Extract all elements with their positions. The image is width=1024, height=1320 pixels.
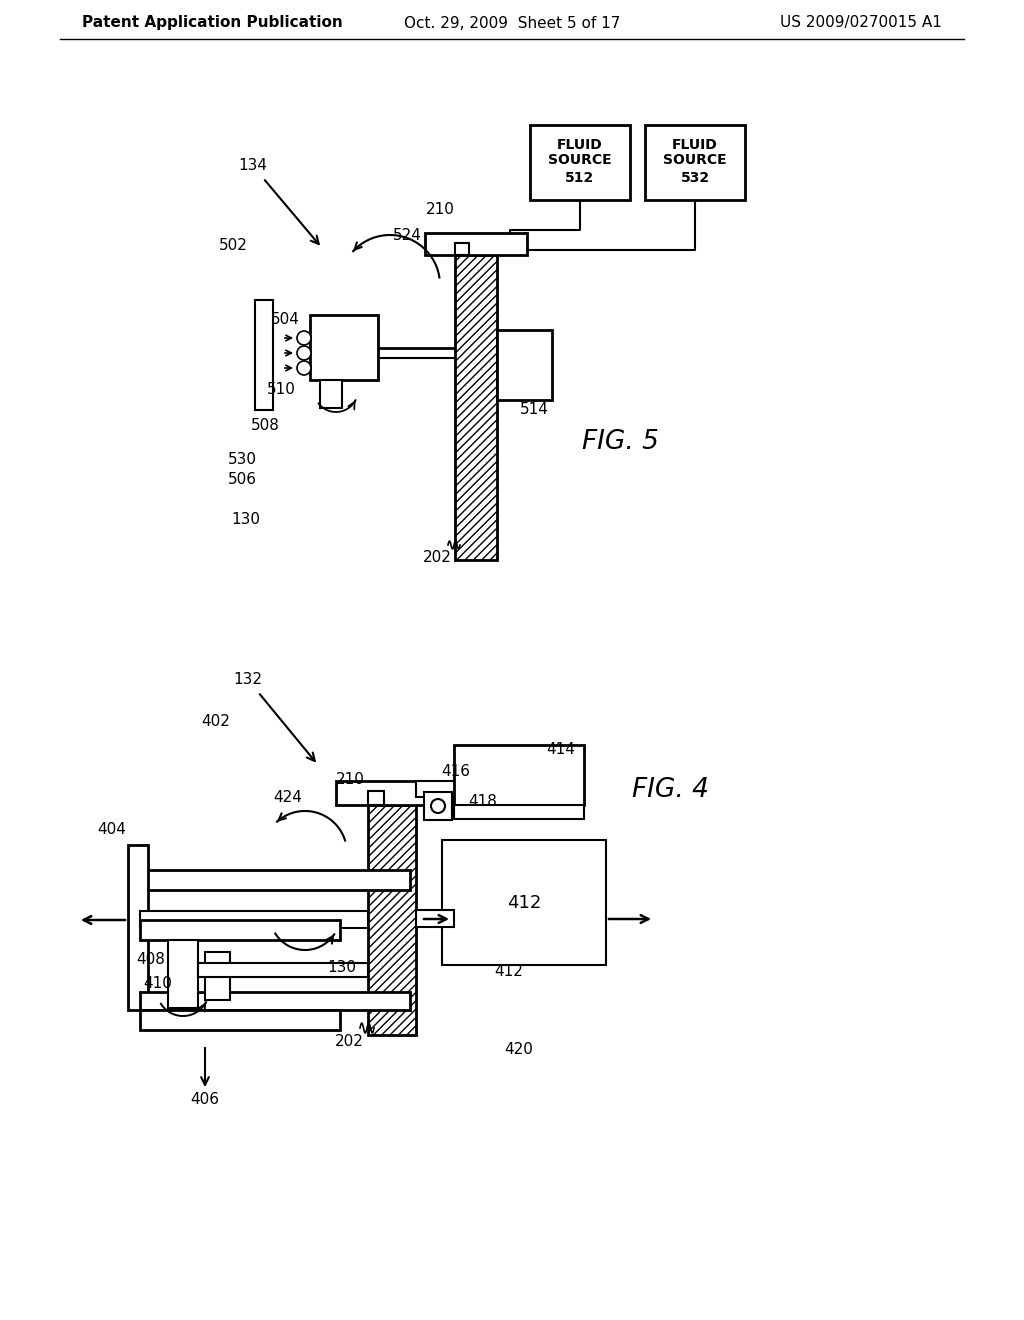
Bar [455,255,497,560]
Text: 132: 132 [233,672,262,688]
Text: 202: 202 [335,1035,364,1049]
Text: SOURCE: SOURCE [664,153,727,168]
Text: 502: 502 [219,238,248,252]
Text: FLUID: FLUID [557,139,603,152]
Text: 416: 416 [441,764,470,780]
Bar [416,781,536,797]
Text: FIG. 4: FIG. 4 [632,777,709,803]
Bar [168,940,198,1008]
Bar [425,234,527,255]
Text: 504: 504 [271,313,300,327]
Text: 210: 210 [426,202,455,218]
Text: 424: 424 [273,789,302,804]
Circle shape [297,346,311,360]
Bar [140,993,410,1010]
Text: 408: 408 [136,953,165,968]
Bar [645,125,745,201]
Text: 414: 414 [546,742,574,758]
Bar [497,330,552,400]
Text: FIG. 5: FIG. 5 [582,429,658,455]
Bar [198,964,368,977]
Bar [140,911,368,928]
Text: 420: 420 [505,1043,534,1057]
Bar [140,1010,340,1030]
Text: 402: 402 [201,714,230,730]
Bar [368,791,384,805]
Bar [455,243,469,255]
Text: 130: 130 [231,512,260,528]
Circle shape [297,360,311,375]
Text: US 2009/0270015 A1: US 2009/0270015 A1 [780,16,942,30]
Bar [530,125,630,201]
Text: 134: 134 [239,157,267,173]
Bar [319,380,342,408]
Text: 412: 412 [507,894,542,912]
Text: 412: 412 [495,965,523,979]
Bar [368,805,416,1035]
Bar [454,845,594,960]
Bar [140,870,410,890]
Text: 130: 130 [327,961,356,975]
Text: 418: 418 [468,795,497,809]
Bar [454,805,584,818]
Text: 508: 508 [251,417,280,433]
Text: 514: 514 [520,403,549,417]
Text: 406: 406 [190,1093,219,1107]
Bar [128,845,148,1010]
Text: 512: 512 [565,172,595,185]
Bar [416,909,454,927]
Text: Oct. 29, 2009  Sheet 5 of 17: Oct. 29, 2009 Sheet 5 of 17 [403,16,621,30]
Text: 210: 210 [336,772,365,788]
Text: 410: 410 [143,975,172,990]
Text: 202: 202 [423,550,452,565]
Text: 404: 404 [97,822,126,837]
Text: 530: 530 [228,453,257,467]
Bar [310,315,378,380]
Bar [255,300,273,411]
Text: 524: 524 [393,227,422,243]
Text: Patent Application Publication: Patent Application Publication [82,16,343,30]
Bar [454,744,584,805]
Bar [442,840,606,965]
Bar [140,920,340,940]
Text: SOURCE: SOURCE [548,153,611,168]
Text: 506: 506 [228,473,257,487]
Text: FLUID: FLUID [672,139,718,152]
Bar [336,781,449,805]
Bar [452,799,454,814]
Text: 532: 532 [680,172,710,185]
Circle shape [297,331,311,345]
Bar [205,952,230,1001]
Circle shape [431,799,445,813]
Text: 510: 510 [267,383,296,397]
Bar [424,792,452,820]
